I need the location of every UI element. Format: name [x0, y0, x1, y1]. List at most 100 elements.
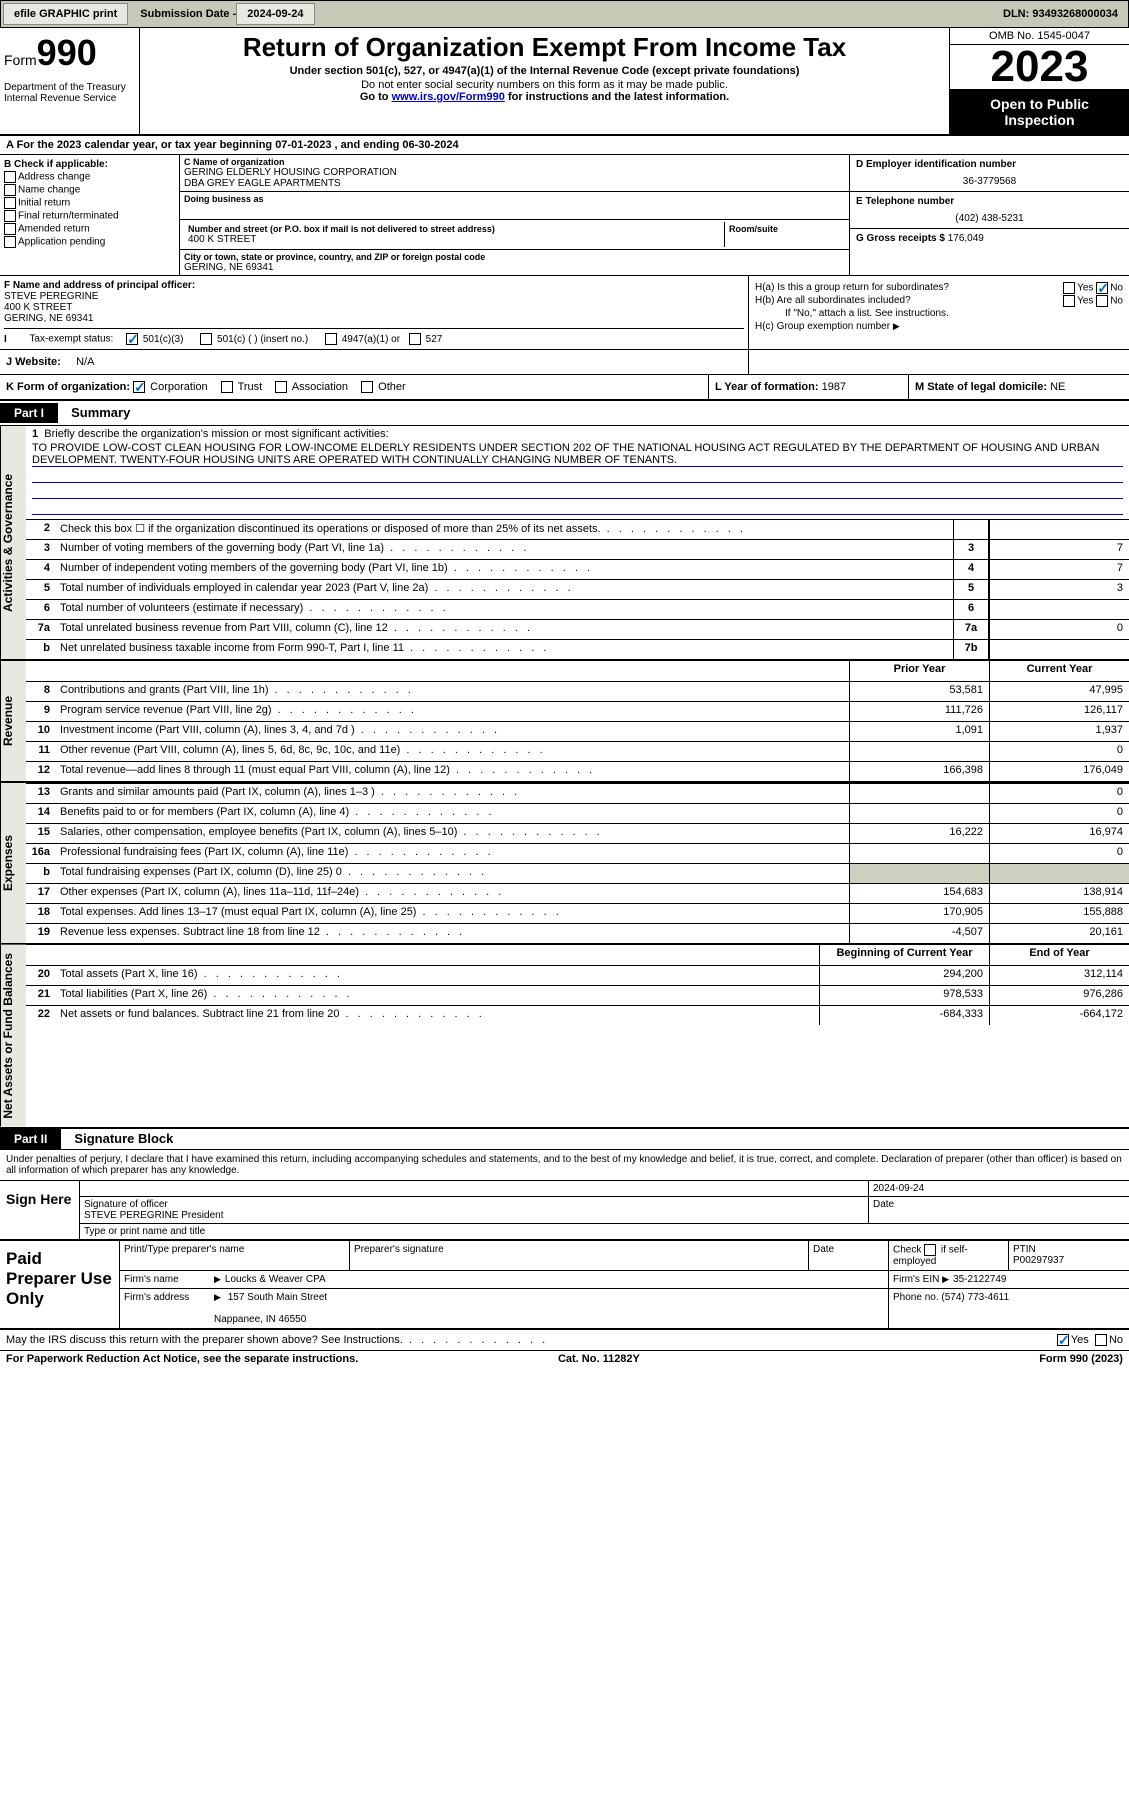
- table-row: 2Check this box ☐ if the organization di…: [26, 519, 1129, 539]
- pra-notice: For Paperwork Reduction Act Notice, see …: [6, 1353, 358, 1365]
- submission-label: Submission Date -: [140, 8, 236, 20]
- firm-name: Loucks & Weaver CPA: [210, 1271, 889, 1288]
- table-row: 17Other expenses (Part IX, column (A), l…: [26, 883, 1129, 903]
- form-ref: Form 990 (2023): [1039, 1353, 1123, 1365]
- table-row: 12Total revenue—add lines 8 through 11 (…: [26, 761, 1129, 781]
- firm-addr-label: Firm's address: [120, 1289, 210, 1328]
- form-number: Form990: [4, 32, 135, 74]
- department: Department of the Treasury Internal Reve…: [4, 82, 135, 104]
- tax-exempt-label: Tax-exempt status:: [29, 334, 113, 345]
- table-row: 18Total expenses. Add lines 13–17 (must …: [26, 903, 1129, 923]
- form-subtitle: Under section 501(c), 527, or 4947(a)(1)…: [150, 65, 939, 77]
- table-row: 14Benefits paid to or for members (Part …: [26, 803, 1129, 823]
- phone-value: (402) 438-5231: [856, 213, 1123, 224]
- signature-block: Sign Here 2024-09-24 Signature of office…: [0, 1181, 1129, 1241]
- legal-domicile: NE: [1050, 381, 1065, 393]
- discuss-yes[interactable]: [1057, 1334, 1069, 1346]
- hb-note: If "No," attach a list. See instructions…: [755, 308, 1123, 319]
- table-row: 4Number of independent voting members of…: [26, 559, 1129, 579]
- table-row: 6Total number of volunteers (estimate if…: [26, 599, 1129, 619]
- governance-tab: Activities & Governance: [0, 426, 26, 659]
- officer-label: F Name and address of principal officer:: [4, 280, 744, 291]
- addr-change-checkbox[interactable]: Address change: [4, 171, 175, 183]
- ptin-value: P00297937: [1013, 1255, 1125, 1266]
- table-row: 11Other revenue (Part VIII, column (A), …: [26, 741, 1129, 761]
- form-title: Return of Organization Exempt From Incom…: [150, 32, 939, 63]
- efile-button[interactable]: efile GRAPHIC print: [3, 3, 128, 25]
- officer-name: STEVE PEREGRINE: [4, 291, 744, 302]
- dba-label: Doing business as: [184, 194, 845, 204]
- discuss-text: May the IRS discuss this return with the…: [6, 1334, 548, 1346]
- firm-phone-label: Phone no.: [893, 1292, 939, 1303]
- self-employed-cell: Check if self-employed: [889, 1241, 1009, 1270]
- table-row: 13Grants and similar amounts paid (Part …: [26, 783, 1129, 803]
- table-row: 19Revenue less expenses. Subtract line 1…: [26, 923, 1129, 943]
- officer-city: GERING, NE 69341: [4, 313, 744, 324]
- org-name-label: C Name of organization: [184, 157, 845, 167]
- prep-sig-header: Preparer's signature: [350, 1241, 809, 1270]
- instructions-link-row: Go to www.irs.gov/Form990 for instructio…: [150, 91, 939, 103]
- sig-officer-label: Signature of officer: [84, 1199, 864, 1210]
- firm-addr1: 157 South Main Street: [228, 1292, 328, 1303]
- top-toolbar: efile GRAPHIC print Submission Date - 20…: [0, 0, 1129, 28]
- ein-label: D Employer identification number: [856, 159, 1123, 170]
- type-name-label: Type or print name and title: [80, 1224, 1129, 1239]
- ptin-label: PTIN: [1013, 1244, 1125, 1255]
- table-row: 3Number of voting members of the governi…: [26, 539, 1129, 559]
- assoc-checkbox[interactable]: [275, 381, 287, 393]
- form-header: Form990 Department of the Treasury Inter…: [0, 28, 1129, 136]
- 501c3-checkbox[interactable]: [126, 333, 138, 345]
- expenses-section: Expenses 13Grants and similar amounts pa…: [0, 783, 1129, 945]
- gross-receipts-value: 176,049: [948, 233, 984, 244]
- hb-yes[interactable]: [1063, 295, 1075, 307]
- discuss-no[interactable]: [1095, 1334, 1107, 1346]
- section-b-label: B Check if applicable:: [4, 159, 175, 170]
- footer: For Paperwork Reduction Act Notice, see …: [0, 1351, 1129, 1367]
- 527-checkbox[interactable]: [409, 333, 421, 345]
- firm-ein-label: Firm's EIN: [893, 1274, 939, 1285]
- table-row: bNet unrelated business taxable income f…: [26, 639, 1129, 659]
- tax-year-line: A For the 2023 calendar year, or tax yea…: [0, 136, 1129, 155]
- final-return-checkbox[interactable]: Final return/terminated: [4, 210, 175, 222]
- sign-here-label: Sign Here: [0, 1181, 80, 1239]
- org-name: GERING ELDERLY HOUSING CORPORATION: [184, 167, 845, 178]
- prep-name-header: Print/Type preparer's name: [120, 1241, 350, 1270]
- name-change-checkbox[interactable]: Name change: [4, 184, 175, 196]
- 4947-checkbox[interactable]: [325, 333, 337, 345]
- other-checkbox[interactable]: [361, 381, 373, 393]
- sig-date: 2024-09-24: [869, 1181, 1129, 1196]
- ssn-warning: Do not enter social security numbers on …: [150, 79, 939, 91]
- table-row: 7aTotal unrelated business revenue from …: [26, 619, 1129, 639]
- app-pending-checkbox[interactable]: Application pending: [4, 236, 175, 248]
- ha-label: H(a) Is this a group return for subordin…: [755, 282, 949, 293]
- officer-block: F Name and address of principal officer:…: [0, 276, 1129, 350]
- tax-year: 2023: [950, 45, 1129, 90]
- trust-checkbox[interactable]: [221, 381, 233, 393]
- amended-return-checkbox[interactable]: Amended return: [4, 223, 175, 235]
- city-label: City or town, state or province, country…: [184, 252, 845, 262]
- irs-link[interactable]: www.irs.gov/Form990: [392, 91, 505, 103]
- initial-return-checkbox[interactable]: Initial return: [4, 197, 175, 209]
- mission-text: TO PROVIDE LOW-COST CLEAN HOUSING FOR LO…: [32, 442, 1123, 467]
- self-employed-checkbox[interactable]: [924, 1244, 936, 1256]
- governance-section: Activities & Governance 1 Briefly descri…: [0, 426, 1129, 661]
- corp-checkbox[interactable]: [133, 381, 145, 393]
- preparer-title: Paid Preparer Use Only: [0, 1241, 120, 1328]
- cat-no: Cat. No. 11282Y: [558, 1353, 640, 1365]
- perjury-statement: Under penalties of perjury, I declare th…: [0, 1150, 1129, 1181]
- street-address: 400 K STREET: [188, 234, 720, 245]
- gross-receipts-label: G Gross receipts $: [856, 233, 945, 244]
- org-dba: DBA GREY EAGLE APARTMENTS: [184, 178, 845, 189]
- hb-no[interactable]: [1096, 295, 1108, 307]
- table-row: 20Total assets (Part X, line 16)294,2003…: [26, 965, 1129, 985]
- firm-phone: (574) 773-4611: [941, 1292, 1009, 1303]
- public-inspection-badge: Open to Public Inspection: [950, 90, 1129, 134]
- table-row: 16aProfessional fundraising fees (Part I…: [26, 843, 1129, 863]
- officer-signature: STEVE PEREGRINE President: [84, 1210, 864, 1221]
- current-year-header: Current Year: [989, 661, 1129, 681]
- 501c-checkbox[interactable]: [200, 333, 212, 345]
- phone-label: E Telephone number: [856, 196, 1123, 207]
- ha-yes[interactable]: [1063, 282, 1075, 294]
- ha-no[interactable]: [1096, 282, 1108, 294]
- submission-date-button[interactable]: 2024-09-24: [236, 3, 314, 25]
